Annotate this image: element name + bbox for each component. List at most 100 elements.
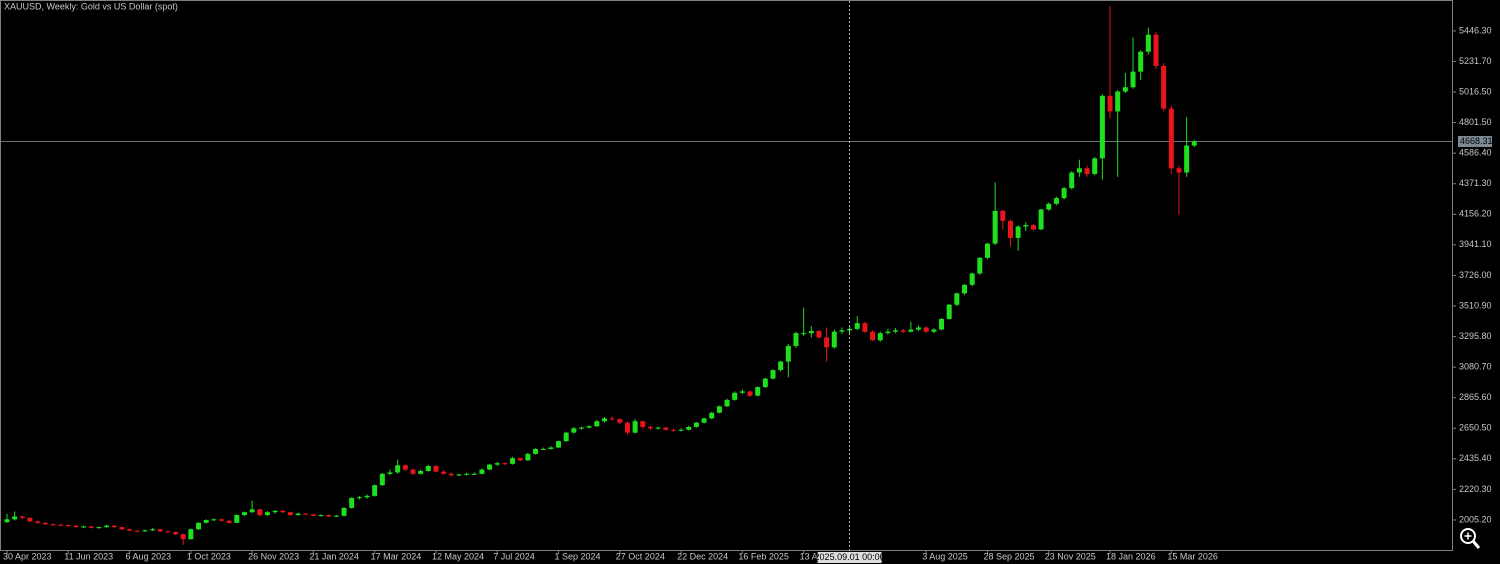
- candle-body: [862, 323, 868, 332]
- candle-body: [724, 399, 730, 407]
- candle-body: [1061, 188, 1067, 199]
- candle-body: [533, 448, 539, 454]
- candle-body: [931, 329, 937, 332]
- candle-body: [356, 497, 362, 499]
- y-tick-label: 3726.00: [1459, 270, 1492, 280]
- y-tick-label: 3941.10: [1459, 239, 1492, 249]
- candle-body: [341, 507, 347, 516]
- candle-body: [647, 426, 653, 429]
- candle-body: [839, 330, 845, 332]
- candle-body: [96, 527, 102, 529]
- candle-body: [65, 524, 71, 526]
- candle-body: [747, 391, 753, 396]
- x-tick-label: 22 Dec 2024: [677, 551, 728, 561]
- price-label-bg: [1458, 136, 1492, 148]
- x-tick-label: 30 Apr 2023: [3, 551, 52, 561]
- candle-body: [280, 510, 286, 513]
- candle-body: [196, 522, 201, 530]
- x-tick-label: 3 Aug 2025: [922, 551, 968, 561]
- candle-body: [333, 515, 339, 517]
- candle-body: [73, 525, 79, 528]
- candle-body: [81, 526, 87, 528]
- y-tick-label: 2865.60: [1459, 392, 1492, 402]
- x-tick-label: 27 Oct 2024: [616, 551, 665, 561]
- candle-body: [425, 466, 431, 471]
- x-tick-label: 6 Aug 2023: [126, 551, 172, 561]
- candle-body: [27, 517, 33, 522]
- x-tick-label: 26 Nov 2023: [248, 551, 299, 561]
- y-tick-label: 4586.40: [1459, 148, 1492, 158]
- candle-body: [1122, 87, 1128, 92]
- candle-body: [1130, 71, 1136, 88]
- candle-body: [295, 513, 301, 516]
- y-tick-label: 3295.80: [1459, 331, 1492, 341]
- candle-body: [525, 453, 531, 461]
- candle-body: [349, 497, 355, 508]
- candle-body: [670, 429, 676, 431]
- candle-body: [12, 516, 18, 520]
- candle-body: [571, 428, 577, 433]
- candle-body: [1046, 203, 1052, 210]
- candle-body: [241, 512, 247, 516]
- zoom-lens[interactable]: [1460, 528, 1476, 544]
- candle-body: [1053, 198, 1059, 204]
- candle-body: [801, 333, 807, 335]
- candle-body: [287, 512, 293, 516]
- candle-body: [969, 273, 975, 285]
- y-tick-label: 2220.30: [1459, 484, 1492, 494]
- y-tick-label: 5446.30: [1459, 25, 1492, 35]
- candle-body: [984, 243, 990, 258]
- candle-body: [939, 318, 945, 330]
- zoom-handle[interactable]: [1471, 540, 1481, 549]
- candle-body: [1191, 141, 1197, 146]
- candle-body: [686, 426, 692, 430]
- candle-body: [1023, 225, 1029, 227]
- candle-body: [1099, 95, 1105, 159]
- x-tick-label: 7 Jul 2024: [493, 551, 535, 561]
- candle-body: [487, 464, 493, 470]
- y-tick-label: 4371.30: [1459, 178, 1492, 188]
- candle-body: [387, 472, 393, 474]
- candle-body: [824, 337, 830, 348]
- candle-body: [218, 519, 224, 521]
- candle-body: [134, 530, 140, 532]
- candle-body: [1000, 210, 1006, 221]
- crosshair-label: 2025.09.01 00:00: [815, 552, 885, 562]
- candle-body: [150, 529, 156, 531]
- candle-body: [655, 427, 661, 429]
- candle-body: [272, 510, 278, 513]
- candle-body: [165, 531, 171, 533]
- candle-body: [448, 473, 454, 476]
- candle-body: [1176, 168, 1182, 173]
- x-tick-label: 17 Mar 2024: [371, 551, 422, 561]
- candle-body: [303, 513, 309, 515]
- candle-body: [111, 525, 117, 528]
- candle-body: [1069, 172, 1075, 189]
- candle-body: [640, 421, 646, 427]
- x-tick-label: 11 Jun 2023: [64, 551, 113, 561]
- candle-body: [188, 529, 194, 540]
- x-tick-label: 28 Sep 2025: [983, 551, 1034, 561]
- zoom-button[interactable]: [1460, 528, 1481, 549]
- candle-body: [234, 515, 240, 523]
- candle-body: [494, 463, 500, 465]
- candle-body: [471, 473, 477, 475]
- candle-body: [916, 327, 922, 330]
- candle-body: [594, 421, 600, 427]
- candle-body: [563, 432, 569, 442]
- candle-body: [1084, 168, 1090, 174]
- candle-body: [770, 370, 776, 379]
- y-tick-label: 2005.20: [1459, 514, 1492, 524]
- candle-body: [1007, 220, 1013, 238]
- x-tick-label: 12 May 2024: [432, 551, 484, 561]
- candle-body: [624, 422, 630, 433]
- candle-body: [479, 469, 485, 474]
- y-tick-label: 4801.50: [1459, 117, 1492, 127]
- candle-body: [1015, 226, 1021, 238]
- candle-body: [441, 471, 447, 474]
- candle-body: [310, 514, 316, 516]
- candle-body: [663, 427, 669, 430]
- candle-body: [762, 378, 768, 388]
- candle-body: [58, 524, 64, 526]
